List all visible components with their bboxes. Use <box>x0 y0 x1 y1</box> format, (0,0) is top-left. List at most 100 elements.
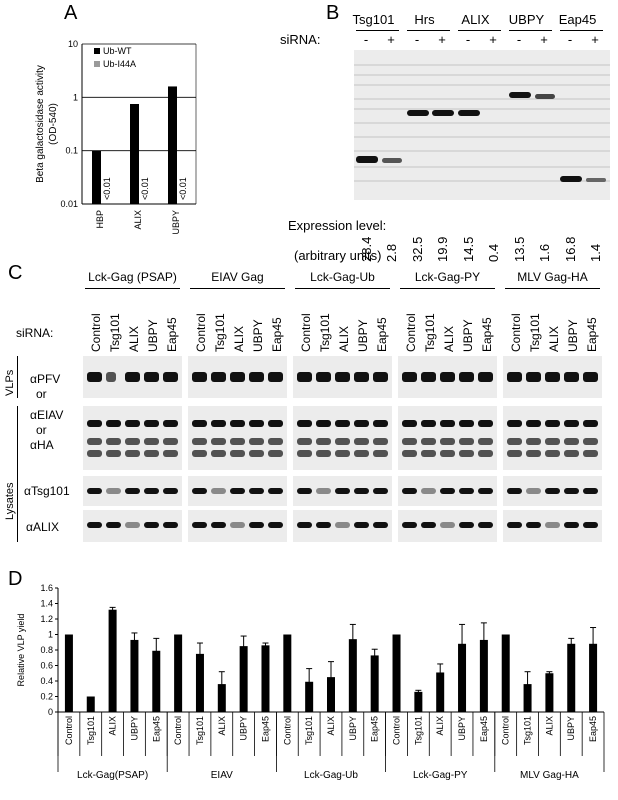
blot-c-strip <box>293 356 392 398</box>
blot-band <box>335 372 350 382</box>
x-tick-label: UBPY <box>348 716 358 741</box>
x-tick-label: Eap45 <box>588 716 598 742</box>
lane-sign: + <box>387 32 395 47</box>
blot-c-strip <box>83 406 182 470</box>
blot-band <box>545 420 560 427</box>
blot-band <box>354 438 369 445</box>
blot-band <box>459 450 474 457</box>
blot-band <box>583 488 598 494</box>
blot-band <box>526 420 541 427</box>
blot-band <box>356 156 378 163</box>
expression-value: 1.6 <box>537 243 552 262</box>
lane-label: Control <box>89 313 103 352</box>
y-axis-label: Relative VLP yield <box>16 614 26 687</box>
lane-label: Eap45 <box>585 317 599 352</box>
bar <box>305 681 314 712</box>
lane-sign: + <box>540 32 548 47</box>
background-band <box>354 84 610 86</box>
lane-label: UBPY <box>461 319 475 352</box>
y-tick-label: 0.4 <box>40 676 53 686</box>
blot-band <box>354 372 369 382</box>
expression-value: 14.5 <box>461 236 476 262</box>
blot-band <box>407 110 429 116</box>
bar <box>327 677 335 712</box>
blot-band <box>230 522 245 528</box>
blot-band <box>526 372 541 382</box>
blot-band <box>583 438 598 445</box>
blot-band <box>144 488 159 494</box>
blot-band <box>421 420 436 427</box>
bar <box>348 639 357 712</box>
blot-band <box>163 438 178 445</box>
blot-band <box>545 438 560 445</box>
x-tick-label: Control <box>64 716 74 745</box>
panel-c: Lck-Gag (PSAP) Control Tsg101 ALIX UBPY Eap45… <box>0 270 618 560</box>
blot-band <box>163 450 178 457</box>
lane-label: Control <box>509 313 523 352</box>
blot-band <box>163 488 178 494</box>
blot-band <box>335 522 350 528</box>
blot-band <box>163 522 178 528</box>
blot-band <box>106 372 116 382</box>
blot-band <box>440 372 455 382</box>
blot-c-strip <box>188 476 287 506</box>
blot-band <box>211 450 226 457</box>
background-band <box>354 136 610 138</box>
expression-value: 16.8 <box>563 236 578 262</box>
blot-band <box>583 450 598 457</box>
bar <box>458 643 467 712</box>
panel-d-label: D <box>8 568 23 590</box>
blot-band <box>230 438 245 445</box>
blot-band <box>354 450 369 457</box>
lane-label: UBPY <box>566 319 580 352</box>
x-tick-label: Tsg101 <box>523 716 533 745</box>
blot-band <box>373 372 388 382</box>
blot-band <box>297 488 312 494</box>
expression-label: Expression level: <box>288 218 387 233</box>
bar <box>414 691 423 712</box>
lane-label: ALIX <box>547 325 561 352</box>
y-tick-label: 1.4 <box>40 599 53 609</box>
blot-band <box>125 438 140 445</box>
blot-band <box>440 488 455 494</box>
blot-c-strip <box>293 476 392 506</box>
blot-band <box>211 488 226 494</box>
blot-c-strip <box>188 356 287 398</box>
blot-b-protein-label: Eap45 <box>558 12 597 27</box>
blot-band <box>249 522 264 528</box>
blot-band <box>125 372 140 382</box>
bar <box>217 684 226 712</box>
blot-band <box>354 522 369 528</box>
blot-band <box>459 420 474 427</box>
lane-label: Eap45 <box>375 317 389 352</box>
blot-band <box>87 522 102 528</box>
x-tick-label: UBPY <box>566 716 576 741</box>
group-label: Lck-Gag-Ub <box>304 770 358 781</box>
blot-band <box>560 176 582 182</box>
lane-sign: - <box>567 32 573 47</box>
blot-b-group-line <box>458 30 501 31</box>
blot-band <box>192 420 207 427</box>
lane-sign: + <box>591 32 599 47</box>
x-tick-label: UBPY <box>457 716 467 741</box>
lane-label: ALIX <box>337 325 351 352</box>
x-tick-label: Eap45 <box>260 716 270 742</box>
blot-band <box>373 450 388 457</box>
bar <box>152 650 161 712</box>
blot-band <box>192 372 207 382</box>
blot-band <box>125 420 140 427</box>
row-label-eiav: αEIAV <box>30 408 64 422</box>
blot-band <box>373 438 388 445</box>
background-band <box>354 64 610 66</box>
blot-band <box>526 522 541 528</box>
blot-c-strip <box>83 510 182 542</box>
blot-band <box>192 450 207 457</box>
blot-band <box>316 372 331 382</box>
expression-value: 28.4 <box>359 236 374 262</box>
x-tick-label: UBPY <box>129 716 139 741</box>
x-tick-label: HBP <box>95 210 105 229</box>
blot-band <box>545 522 560 528</box>
blot-band <box>478 488 493 494</box>
lane-sign: - <box>465 32 471 47</box>
blot-band <box>87 438 102 445</box>
